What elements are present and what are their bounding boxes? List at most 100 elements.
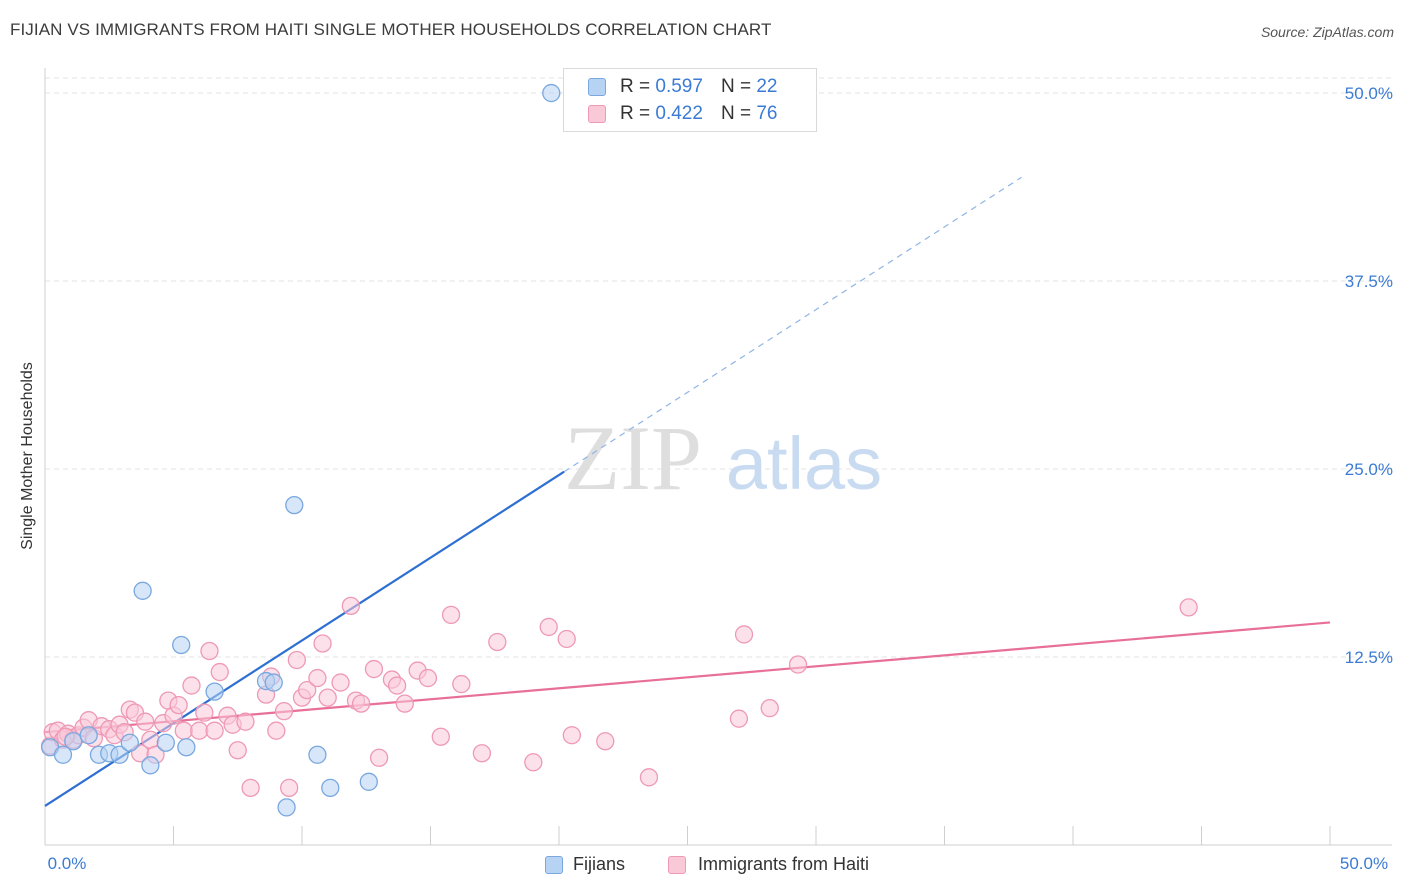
haiti-point [297, 680, 317, 700]
x-tick-label-max: 50.0% [1340, 854, 1388, 873]
haiti-point [539, 617, 558, 637]
haiti-point [182, 676, 201, 695]
haiti-point [488, 632, 507, 652]
chart-source: Source: ZipAtlas.com [1260, 24, 1394, 40]
watermark: ZIP atlas [564, 407, 882, 509]
watermark-zip: ZIP [564, 407, 702, 509]
legend-row-haiti: R = 0.422 N = 76 [588, 103, 777, 125]
fijian-point [156, 733, 175, 752]
haiti-point [236, 712, 255, 731]
fijian-point [120, 733, 139, 752]
haiti-point [267, 721, 286, 740]
fijian-point [285, 495, 304, 515]
haiti-point [734, 625, 754, 644]
y-tick-label: 37.5% [1345, 272, 1393, 291]
y-tick-label: 50.0% [1345, 84, 1393, 103]
haiti-point [524, 753, 543, 772]
chart-title: FIJIAN VS IMMIGRANTS FROM HAITI SINGLE M… [10, 20, 772, 39]
fijian-point [542, 83, 561, 103]
haiti-point [562, 726, 581, 745]
haiti-point [596, 732, 615, 751]
fijians-n-label: N = [720, 76, 752, 97]
fijians-legend-icon [545, 855, 563, 874]
haiti-point [364, 659, 384, 679]
y-tick-label: 12.5% [1345, 648, 1393, 667]
haiti-point [788, 655, 808, 674]
haiti-point [195, 703, 214, 722]
haiti-point [174, 721, 193, 740]
watermark-atlas: atlas [726, 422, 882, 505]
fijian-point [110, 745, 129, 764]
correlation-legend: R = 0.597 N = 22 R = 0.422 N = 76 [563, 68, 817, 132]
haiti-trend-line [44, 621, 1331, 734]
haiti-point [210, 662, 229, 682]
haiti-r-label: R = [620, 103, 651, 124]
haiti-n-label: N = [720, 103, 752, 124]
haiti-point [313, 634, 332, 653]
haiti-point [205, 721, 224, 740]
haiti-point [351, 694, 371, 713]
fijian-point [177, 738, 196, 757]
haiti-legend-icon [668, 855, 686, 874]
haiti-point [341, 596, 360, 616]
haiti-point [431, 727, 450, 746]
haiti-point [228, 741, 247, 760]
haiti-point [452, 674, 471, 694]
fijians-swatch-icon [588, 78, 606, 96]
fijian-point [277, 798, 296, 817]
fijian-point [133, 581, 152, 600]
haiti-point [441, 605, 461, 625]
haiti-point [287, 650, 307, 670]
tick-labels: 12.5% 25.0% 37.5% 50.0% 0.0% 50.0% [48, 84, 1393, 873]
series-legend: Fijians Immigrants from Haiti [0, 852, 1406, 878]
haiti-n-value: 76 [756, 103, 778, 124]
haiti-point [395, 694, 414, 713]
fijians-r-label: R = [620, 76, 651, 97]
haiti-point [729, 709, 749, 728]
legend-label-fijians: Fijians [573, 854, 626, 874]
haiti-point [369, 748, 389, 767]
haiti-point [331, 673, 350, 692]
haiti-r-value: 0.422 [655, 103, 703, 124]
legend-item-fijians[interactable]: Fijians [545, 854, 625, 875]
haiti-point [760, 698, 779, 718]
haiti-point [308, 668, 327, 688]
haiti-point [639, 768, 659, 787]
fijian-point [64, 732, 83, 751]
haiti-point [190, 721, 209, 740]
haiti-point [279, 778, 299, 798]
fijian-point [308, 745, 327, 764]
grid-lines [45, 77, 1392, 658]
haiti-point [387, 676, 407, 695]
haiti-point [318, 688, 337, 707]
haiti-point [169, 695, 188, 715]
fijian-point [172, 635, 191, 655]
axes [44, 68, 1392, 846]
fijians-n-value: 22 [756, 76, 778, 97]
fijians-trend-extension [563, 176, 1022, 473]
haiti-point [1179, 598, 1198, 617]
haiti-point [241, 778, 260, 798]
fijian-point [359, 772, 378, 791]
haiti-point [472, 744, 492, 763]
haiti-point [274, 702, 294, 721]
haiti-point [200, 641, 219, 661]
y-tick-label: 25.0% [1345, 460, 1393, 479]
fijian-point [264, 673, 283, 692]
legend-label-haiti: Immigrants from Haiti [698, 854, 870, 874]
legend-row-fijians: R = 0.597 N = 22 [588, 76, 777, 98]
fijian-point [53, 745, 73, 764]
x-tick-label-min: 0.0% [48, 854, 87, 873]
fijian-point [321, 778, 340, 798]
haiti-swatch-icon [588, 105, 606, 123]
data-points [40, 83, 1198, 817]
haiti-point [418, 668, 438, 688]
haiti-point [136, 712, 155, 731]
haiti-point [557, 629, 576, 649]
fijians-r-value: 0.597 [655, 76, 703, 97]
fijian-point [141, 756, 160, 775]
fijian-point [205, 682, 224, 701]
fijian-point [79, 726, 98, 745]
legend-item-haiti[interactable]: Immigrants from Haiti [668, 854, 869, 875]
